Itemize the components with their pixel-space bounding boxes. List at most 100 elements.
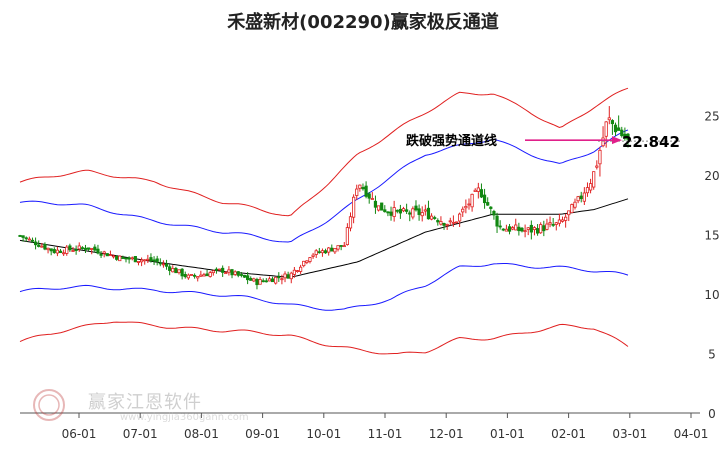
axes: 06-01 07-01 08-01 09-01 10-01 11-01 12-01 01-01… xyxy=(20,110,720,441)
candle xyxy=(314,249,318,259)
candle xyxy=(180,268,184,280)
candle xyxy=(401,206,406,213)
candle xyxy=(370,192,374,200)
candle xyxy=(336,245,340,252)
candle xyxy=(467,198,471,210)
candle xyxy=(280,274,284,285)
candle xyxy=(361,183,365,191)
candle xyxy=(299,264,303,274)
candle xyxy=(37,240,41,248)
candle xyxy=(33,237,38,250)
candle xyxy=(617,115,621,131)
candle xyxy=(408,210,412,222)
candle xyxy=(451,215,455,227)
y-tick-label: 0 xyxy=(708,407,716,421)
candle xyxy=(604,121,608,148)
candle xyxy=(473,188,477,193)
candle xyxy=(417,204,421,221)
candle xyxy=(252,277,256,283)
candle xyxy=(124,257,128,263)
candle xyxy=(464,199,468,214)
candle xyxy=(570,203,574,214)
candle xyxy=(196,276,200,282)
candle xyxy=(620,126,624,138)
annotation: 跌破强势通道线 22.842 xyxy=(406,133,680,151)
candle xyxy=(623,127,627,141)
candle xyxy=(211,269,215,276)
x-tick-label: 10-01 xyxy=(306,427,341,441)
candle xyxy=(386,211,390,217)
candle xyxy=(345,223,349,246)
candle xyxy=(274,276,278,285)
candle xyxy=(420,206,424,222)
candle xyxy=(585,182,590,197)
candle xyxy=(429,213,434,221)
candle xyxy=(233,270,237,277)
candle xyxy=(292,266,296,278)
candle xyxy=(613,122,618,137)
candle xyxy=(227,266,231,276)
candle xyxy=(454,221,459,224)
candle xyxy=(96,244,100,255)
candle xyxy=(118,255,122,262)
candle xyxy=(560,216,565,223)
candle xyxy=(548,216,552,228)
candle xyxy=(164,259,169,270)
candle xyxy=(489,206,493,215)
candle xyxy=(308,257,312,264)
x-tick-label: 02-01 xyxy=(551,427,586,441)
candle xyxy=(130,256,134,261)
candle xyxy=(576,195,580,204)
candle xyxy=(330,244,334,252)
candle xyxy=(267,276,272,282)
candle xyxy=(554,221,558,231)
candle xyxy=(539,222,543,234)
candle xyxy=(208,270,212,278)
candle xyxy=(99,250,103,259)
candle xyxy=(383,205,387,213)
annotation-arrowhead xyxy=(612,136,622,145)
candle xyxy=(24,236,28,242)
candle xyxy=(168,264,172,276)
candle xyxy=(149,253,153,263)
x-tick-label: 12-01 xyxy=(429,427,464,441)
x-tick-label: 09-01 xyxy=(245,427,280,441)
candle xyxy=(442,222,446,230)
candle xyxy=(579,191,583,203)
candle xyxy=(143,259,147,265)
candle xyxy=(348,212,353,232)
candle xyxy=(242,274,247,278)
watermark-logo-icon xyxy=(33,389,65,421)
x-tick-label: 08-01 xyxy=(184,427,219,441)
inner-lower-band xyxy=(19,263,629,311)
candle xyxy=(289,271,293,284)
candle xyxy=(342,241,346,248)
candle xyxy=(482,188,487,209)
candle xyxy=(476,182,480,199)
candle xyxy=(286,271,290,279)
chart-title: 禾盛新材(002290)赢家极反通道 xyxy=(227,12,499,33)
candle xyxy=(461,206,465,217)
candle xyxy=(283,271,287,283)
candle xyxy=(588,178,593,194)
candle xyxy=(30,237,35,243)
candle xyxy=(317,247,321,254)
candle xyxy=(305,260,309,265)
candle xyxy=(355,184,359,201)
candle xyxy=(610,119,615,135)
candle xyxy=(582,187,586,205)
candle xyxy=(58,249,63,254)
middle-band xyxy=(19,198,629,278)
candle xyxy=(479,183,484,199)
candle xyxy=(327,246,331,256)
candle xyxy=(80,246,84,250)
annotation-label: 跌破强势通道线 xyxy=(406,133,497,149)
candle xyxy=(74,245,78,255)
candle xyxy=(364,181,368,199)
candle xyxy=(146,254,150,264)
candle xyxy=(320,248,325,257)
candle xyxy=(367,192,371,204)
candle xyxy=(62,249,66,257)
candle xyxy=(542,220,546,237)
candle xyxy=(567,210,571,222)
